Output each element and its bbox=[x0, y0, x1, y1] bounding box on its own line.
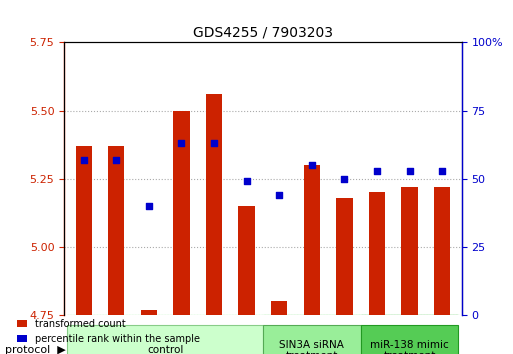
Text: miR-138 mimic
treatment: miR-138 mimic treatment bbox=[370, 339, 449, 354]
FancyBboxPatch shape bbox=[67, 325, 263, 354]
Title: GDS4255 / 7903203: GDS4255 / 7903203 bbox=[193, 26, 333, 40]
Bar bbox=[206, 94, 222, 315]
Bar bbox=[108, 146, 125, 315]
Point bbox=[145, 203, 153, 209]
Text: control: control bbox=[147, 346, 183, 354]
Point bbox=[308, 162, 316, 168]
Bar bbox=[401, 187, 418, 315]
Text: protocol  ▶: protocol ▶ bbox=[5, 346, 66, 354]
Bar bbox=[304, 165, 320, 315]
Bar bbox=[75, 146, 92, 315]
Bar bbox=[369, 192, 385, 315]
Bar bbox=[239, 206, 255, 315]
Bar bbox=[271, 302, 287, 315]
Point bbox=[373, 168, 381, 173]
FancyBboxPatch shape bbox=[361, 325, 459, 354]
Point bbox=[210, 141, 218, 146]
Bar bbox=[336, 198, 352, 315]
Point bbox=[80, 157, 88, 162]
Bar bbox=[141, 310, 157, 315]
Point bbox=[438, 168, 446, 173]
Point bbox=[340, 176, 348, 182]
Point bbox=[112, 157, 121, 162]
FancyBboxPatch shape bbox=[263, 325, 361, 354]
Point bbox=[405, 168, 413, 173]
Point bbox=[275, 192, 283, 198]
Text: SIN3A siRNA
treatment: SIN3A siRNA treatment bbox=[280, 339, 344, 354]
Point bbox=[177, 141, 186, 146]
Bar bbox=[434, 187, 450, 315]
Legend: transformed count, percentile rank within the sample: transformed count, percentile rank withi… bbox=[15, 317, 202, 346]
Point bbox=[243, 179, 251, 184]
Bar bbox=[173, 110, 190, 315]
